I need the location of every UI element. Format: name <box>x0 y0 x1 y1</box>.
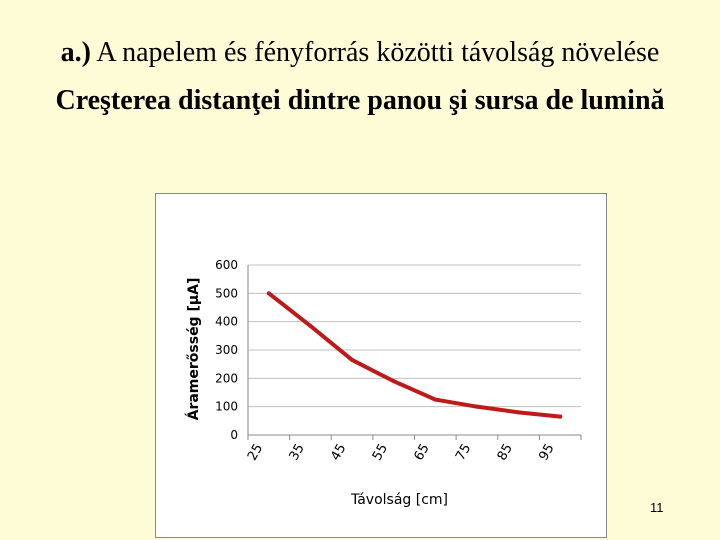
y-tick-label: 200 <box>215 371 238 385</box>
x-tick-label: 95 <box>536 442 557 464</box>
x-tick-label: 75 <box>453 442 474 464</box>
x-axis-title: Távolság [cm] <box>350 492 448 508</box>
y-tick-label: 0 <box>230 428 238 442</box>
x-tick-label: 65 <box>412 442 433 464</box>
chart-panel: 0 100 200 300 400 500 600 25 35 45 55 65 75 85 95 Távol… <box>155 193 607 538</box>
data-point <box>266 291 271 296</box>
data-point <box>433 397 438 402</box>
x-tick-label: 35 <box>287 442 308 464</box>
data-point <box>474 404 479 409</box>
data-point <box>516 410 521 415</box>
slide-title: a.) A napelem és fényforrás közötti távo… <box>20 36 700 118</box>
title-romanian: Creşterea distanţei dintre panou şi surs… <box>55 85 665 116</box>
y-axis-title: Áramerősség [µA] <box>185 278 202 421</box>
title-hu-text: A napelem és fényforrás közötti távolság… <box>96 37 660 68</box>
y-tick-label: 300 <box>215 343 238 357</box>
x-tick-label: 55 <box>370 442 391 464</box>
data-point <box>308 323 313 328</box>
y-tick-label: 400 <box>215 315 238 329</box>
x-tick-label: 45 <box>328 442 349 464</box>
slide-number: 11 <box>650 500 664 515</box>
data-point <box>350 357 355 362</box>
data-point <box>558 414 563 419</box>
x-tick-label: 85 <box>495 442 516 464</box>
x-tick-label: 25 <box>245 442 266 464</box>
y-tick-label: 600 <box>215 258 238 272</box>
series-line <box>266 291 563 419</box>
title-prefix: a.) <box>60 37 91 68</box>
y-tick-label: 100 <box>215 400 238 414</box>
line-chart: 0 100 200 300 400 500 600 25 35 45 55 65 75 85 95 Távol… <box>185 258 582 508</box>
title-hungarian: a.) A napelem és fényforrás közötti távo… <box>20 36 700 70</box>
y-tick-label: 500 <box>215 286 238 300</box>
data-point <box>391 379 396 384</box>
